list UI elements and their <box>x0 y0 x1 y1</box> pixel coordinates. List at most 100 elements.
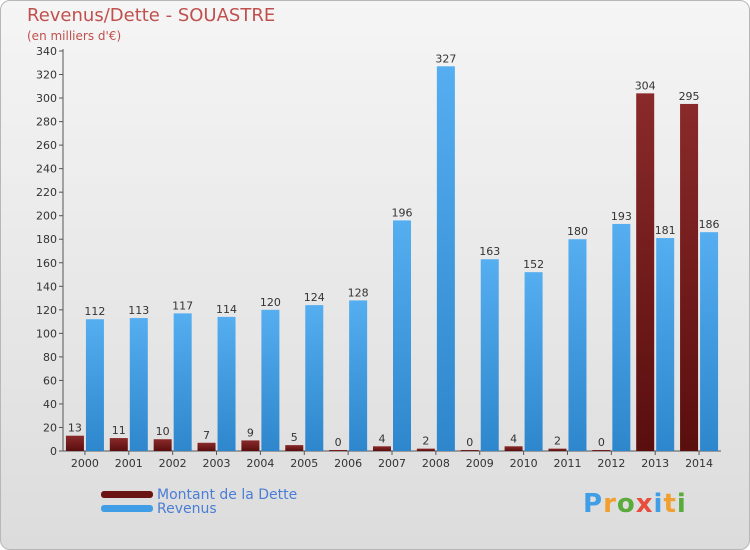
bar-revenus <box>173 313 192 451</box>
y-tick-label: 300 <box>36 92 57 105</box>
y-tick-label: 340 <box>36 45 57 58</box>
data-label-revenus: 152 <box>523 258 544 271</box>
y-tick-label: 220 <box>36 186 57 199</box>
x-tick-label: 2002 <box>159 457 187 470</box>
y-tick-label: 120 <box>36 304 57 317</box>
data-label-dette: 2 <box>554 435 561 448</box>
x-tick-label: 2004 <box>246 457 274 470</box>
bar-dette <box>548 448 567 451</box>
y-tick-label: 240 <box>36 163 57 176</box>
legend-label-revenus: Revenus <box>157 501 217 517</box>
data-label-revenus: 193 <box>611 210 632 223</box>
bar-revenus <box>436 66 455 451</box>
x-tick-label: 2012 <box>597 457 625 470</box>
data-label-dette: 304 <box>635 79 656 92</box>
bar-revenus <box>349 300 368 451</box>
bar-dette <box>680 103 699 452</box>
bar-dette <box>153 439 172 451</box>
data-label-revenus: 180 <box>567 225 588 238</box>
y-tick-label: 200 <box>36 210 57 223</box>
legend-label-dette: Montant de la Dette <box>157 487 298 503</box>
data-label-dette: 9 <box>247 426 254 439</box>
bar-dette <box>460 450 479 451</box>
x-tick-label: 2013 <box>641 457 669 470</box>
y-tick-label: 100 <box>36 327 57 340</box>
x-tick-label: 2011 <box>553 457 581 470</box>
bar-dette <box>109 438 128 451</box>
data-label-revenus: 114 <box>216 303 237 316</box>
data-label-dette: 7 <box>203 429 210 442</box>
y-tick-label: 60 <box>43 374 57 387</box>
bar-dette <box>373 446 391 451</box>
y-tick-label: 180 <box>36 233 57 246</box>
legend-swatch-dette <box>101 491 153 498</box>
bar-revenus <box>524 272 543 451</box>
bar-revenus <box>480 259 499 451</box>
data-label-revenus: 163 <box>479 245 500 258</box>
data-label-revenus: 186 <box>699 218 720 231</box>
data-label-dette: 0 <box>335 436 342 449</box>
bar-dette <box>241 440 260 451</box>
x-tick-label: 2006 <box>334 457 362 470</box>
x-tick-label: 2014 <box>685 457 713 470</box>
bar-revenus <box>261 309 280 451</box>
bar-dette <box>197 442 216 451</box>
bar-revenus <box>129 318 148 451</box>
logo-letter: o <box>616 489 636 519</box>
data-label-dette: 4 <box>510 432 517 445</box>
data-label-dette: 295 <box>679 90 700 103</box>
data-label-revenus: 128 <box>348 286 369 299</box>
y-tick-label: 80 <box>43 351 57 364</box>
y-tick-label: 140 <box>36 280 57 293</box>
bar-dette <box>636 93 655 452</box>
y-tick-label: 260 <box>36 139 57 152</box>
x-tick-label: 2003 <box>203 457 231 470</box>
data-label-dette: 11 <box>112 424 126 437</box>
logo-letter: r <box>603 489 617 519</box>
data-label-revenus: 181 <box>655 224 676 237</box>
bar-revenus <box>217 316 236 451</box>
data-label-dette: 4 <box>379 432 386 445</box>
bar-dette <box>504 446 523 451</box>
data-label-revenus: 196 <box>392 206 413 219</box>
data-label-dette: 0 <box>466 436 473 449</box>
data-label-revenus: 112 <box>84 305 105 318</box>
bar-revenus <box>393 220 411 451</box>
bar-dette <box>285 445 304 451</box>
x-tick-label: 2009 <box>466 457 494 470</box>
bar-dette <box>416 448 435 451</box>
y-tick-label: 40 <box>43 398 57 411</box>
logo-letter: i <box>676 489 687 519</box>
y-tick-label: 280 <box>36 116 57 129</box>
logo-letter: t <box>663 489 677 519</box>
bar-revenus <box>656 238 675 451</box>
data-label-revenus: 117 <box>172 299 193 312</box>
data-label-dette: 0 <box>598 436 605 449</box>
y-tick-label: 320 <box>36 69 57 82</box>
bar-revenus <box>612 223 631 451</box>
proxiti-logo: Proxiti <box>583 489 687 519</box>
logo-letter: x <box>635 489 654 519</box>
bar-dette <box>65 435 84 451</box>
bar-revenus <box>305 305 324 451</box>
bar-dette <box>592 450 611 451</box>
data-label-revenus: 124 <box>304 291 325 304</box>
legend-swatch-revenus <box>101 505 153 512</box>
x-tick-label: 2010 <box>510 457 538 470</box>
x-tick-label: 2005 <box>290 457 318 470</box>
data-label-revenus: 120 <box>260 296 281 309</box>
data-label-dette: 10 <box>156 425 170 438</box>
bar-revenus <box>568 239 587 451</box>
data-label-dette: 2 <box>422 435 429 448</box>
x-tick-label: 2007 <box>378 457 406 470</box>
x-tick-label: 2001 <box>115 457 143 470</box>
x-tick-label: 2008 <box>422 457 450 470</box>
data-label-dette: 13 <box>68 422 82 435</box>
data-label-revenus: 327 <box>435 52 456 65</box>
y-tick-label: 160 <box>36 257 57 270</box>
y-tick-label: 0 <box>50 445 57 458</box>
bar-revenus <box>700 232 719 451</box>
y-tick-label: 20 <box>43 421 57 434</box>
data-label-dette: 5 <box>291 431 298 444</box>
